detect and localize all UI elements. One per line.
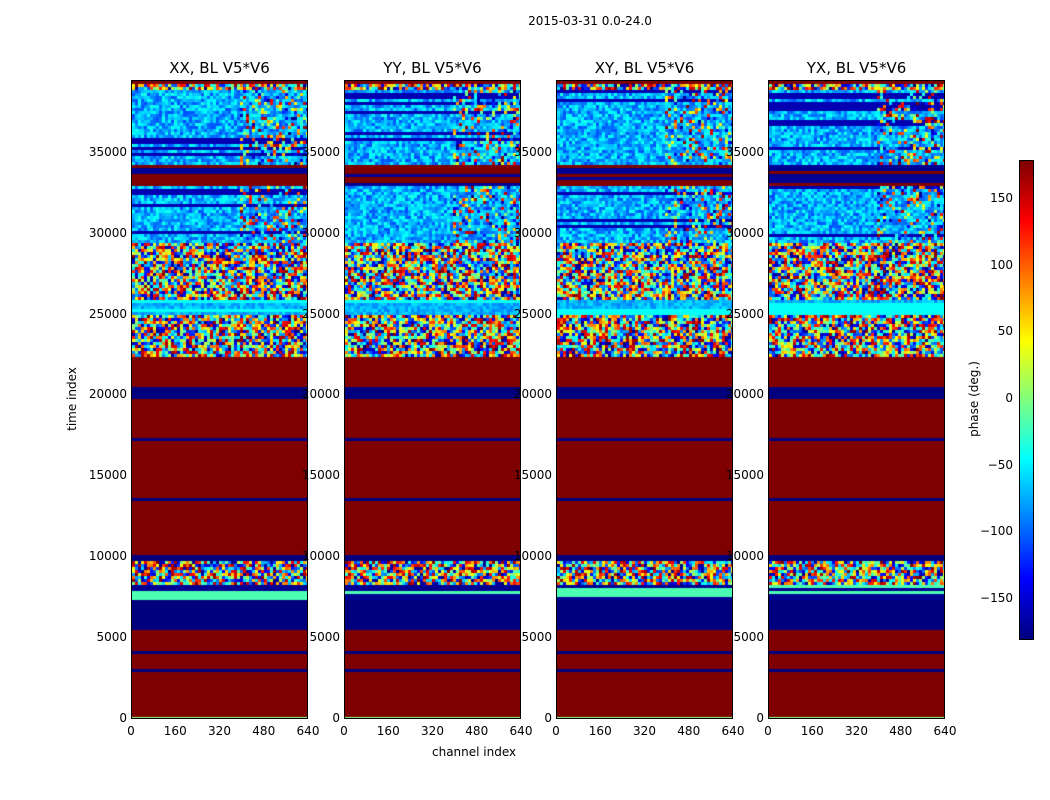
colorbar-tick-label: 100 xyxy=(990,257,1013,272)
x-tick-label: 0 xyxy=(127,724,135,738)
x-tick-label: 320 xyxy=(633,724,656,738)
y-tick-label: 30000 xyxy=(88,225,127,240)
y-tick-label: 10000 xyxy=(88,549,127,564)
x-tick-label: 640 xyxy=(509,724,533,738)
y-tick-label: 5000 xyxy=(521,630,552,645)
colorbar-tick-label: 50 xyxy=(997,324,1013,339)
y-tick-label: 25000 xyxy=(301,306,340,321)
panel-title: XY, BL V5*V6 xyxy=(594,59,695,77)
y-tick-label: 5000 xyxy=(96,630,127,645)
heatmap-panel xyxy=(768,80,945,719)
y-tick-label: 20000 xyxy=(88,387,127,402)
colorbar-tick-label: −100 xyxy=(980,524,1013,539)
x-tick-label: 0 xyxy=(552,724,560,738)
y-tick-label: 15000 xyxy=(301,468,340,483)
heatmap-cells xyxy=(345,81,520,718)
y-tick-label: 0 xyxy=(756,711,764,725)
y-tick-label: 20000 xyxy=(725,387,764,402)
x-tick-label: 640 xyxy=(296,724,320,738)
y-tick-label: 15000 xyxy=(88,468,127,483)
heatmap-panel xyxy=(556,80,733,719)
x-tick-label: 480 xyxy=(252,724,276,738)
colorbar xyxy=(1019,160,1034,640)
x-tick-label: 160 xyxy=(163,724,187,738)
y-tick-label: 10000 xyxy=(301,549,340,564)
x-tick-label: 320 xyxy=(421,724,444,738)
y-tick-label: 15000 xyxy=(513,468,552,483)
x-tick-label: 0 xyxy=(340,724,348,738)
y-tick-label: 10000 xyxy=(513,549,552,564)
y-tick-label: 35000 xyxy=(513,144,552,159)
heatmap-panel xyxy=(344,80,521,719)
y-tick-label: 25000 xyxy=(88,306,127,321)
panel-title: YY, BL V5*V6 xyxy=(383,59,482,77)
heatmap-cells xyxy=(769,81,944,718)
figure-title: 2015-03-31 0.0-24.0 xyxy=(528,14,652,28)
colorbar-tick-label: 0 xyxy=(1005,391,1013,405)
y-tick-label: 35000 xyxy=(301,144,340,159)
x-tick-label: 160 xyxy=(376,724,400,738)
colorbar-label: phase (deg.) xyxy=(966,361,981,437)
y-tick-label: 20000 xyxy=(513,387,552,402)
y-tick-label: 5000 xyxy=(733,630,764,645)
y-tick-label: 35000 xyxy=(88,144,127,159)
colorbar-tick-label: 150 xyxy=(990,191,1013,205)
panel-title: YX, BL V5*V6 xyxy=(806,59,907,77)
y-tick-label: 20000 xyxy=(301,387,340,402)
y-tick-label: 0 xyxy=(119,711,127,725)
y-tick-label: 30000 xyxy=(513,225,552,240)
y-tick-label: 30000 xyxy=(301,225,340,240)
y-tick-label: 15000 xyxy=(725,468,764,483)
y-tick-label: 0 xyxy=(544,711,552,725)
x-tick-label: 480 xyxy=(465,724,489,738)
y-tick-label: 5000 xyxy=(309,630,340,645)
y-axis-label: time index xyxy=(64,367,79,431)
x-tick-label: 320 xyxy=(845,724,868,738)
y-tick-label: 30000 xyxy=(725,225,764,240)
y-tick-label: 25000 xyxy=(513,306,552,321)
y-tick-label: 25000 xyxy=(725,306,764,321)
colorbar-tick-label: −150 xyxy=(980,591,1013,605)
heatmap-cells xyxy=(557,81,732,718)
heatmap-panel xyxy=(131,80,308,719)
panel-title: XX, BL V5*V6 xyxy=(169,59,270,77)
x-tick-label: 0 xyxy=(764,724,772,738)
x-tick-label: 480 xyxy=(677,724,701,738)
x-axis-label: channel index xyxy=(432,745,517,759)
x-tick-label: 320 xyxy=(208,724,231,738)
x-tick-label: 160 xyxy=(588,724,612,738)
x-tick-label: 640 xyxy=(721,724,745,738)
colorbar-tick-label: −50 xyxy=(987,457,1013,472)
heatmap-cells xyxy=(132,81,307,718)
y-tick-label: 35000 xyxy=(725,144,764,159)
x-tick-label: 480 xyxy=(889,724,913,738)
x-tick-label: 640 xyxy=(933,724,957,738)
x-tick-label: 160 xyxy=(800,724,824,738)
y-tick-label: 10000 xyxy=(725,549,764,564)
y-tick-label: 0 xyxy=(332,711,340,725)
